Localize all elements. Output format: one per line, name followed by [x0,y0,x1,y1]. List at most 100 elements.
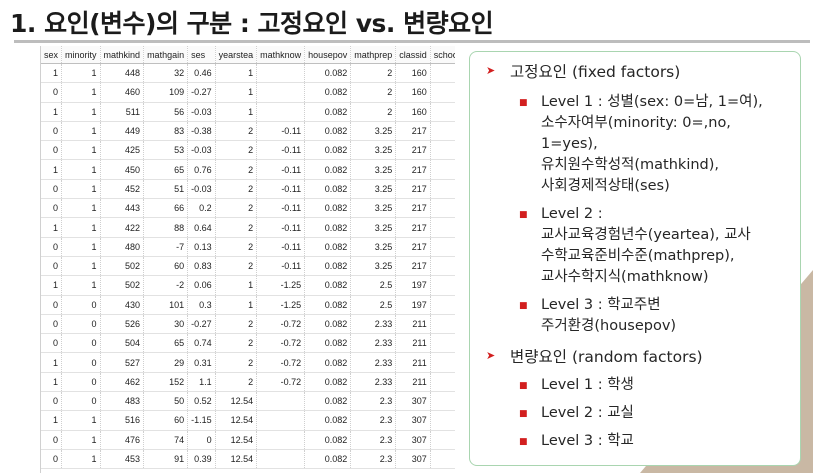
table-cell: 0 [41,256,63,277]
table-cell: 2 [215,179,258,200]
table-cell: 307 [395,449,431,470]
table-cell: 2.5 [350,275,397,296]
table-cell: 0.082 [304,179,352,200]
table-cell: -0.03 [187,140,216,161]
table-cell: 0.39 [187,449,216,470]
table-cell: 1 [430,179,455,200]
square-bullet-icon: ■ [519,409,528,419]
table-cell: 1 [41,159,63,180]
factor-description-panel: ➤ 고정요인 (fixed factors) ■ Level 1 : 성별(se… [469,51,801,466]
table-cell: 2 [215,121,258,142]
table-cell: 425 [100,140,145,161]
table-cell: 2.33 [350,352,397,373]
table-cell: 2 [215,159,258,180]
table-cell: 3.25 [350,140,397,161]
table-cell: 217 [395,179,431,200]
table-cell: 217 [395,198,431,219]
table-cell: 160 [395,82,431,103]
table-cell: 217 [395,121,431,142]
fixed-level2-line: 교사교육경험년수(yeartea), 교사 [541,227,751,243]
table-cell: 51 [143,179,189,200]
table-cell: 1 [430,198,455,219]
fixed-level3-line: Level 3 : 학교주변 [541,297,661,313]
column-header-mathkind: mathkind [100,46,145,64]
column-header-schoolid: schoolid [430,46,455,64]
table-cell: 476 [100,430,145,450]
table-cell: 0 [61,333,101,354]
table-cell: 1 [215,275,258,296]
column-header-ses: ses [187,46,216,64]
table-cell: 211 [395,314,431,335]
table-cell: 483 [100,391,145,412]
table-cell: 160 [395,102,431,122]
table-cell: 217 [395,237,431,257]
table-cell: 452 [100,179,145,200]
table-cell: 197 [395,275,431,296]
table-cell: 0 [41,237,63,257]
data-table: sex minority mathkind mathgain ses yearstea ma… [41,46,455,470]
table-cell: 88 [143,217,189,238]
table-cell: -0.11 [256,159,306,180]
table-cell: 2.33 [350,333,397,354]
table-cell: -2 [143,275,189,296]
table-cell: 0.74 [187,333,216,354]
table-cell: 32 [143,63,189,84]
table-cell: 1 [430,102,455,122]
table-cell: -0.11 [256,198,306,219]
table-cell: 217 [395,159,431,180]
table-cell: 443 [100,198,145,219]
table-cell [256,391,306,412]
table-cell: 2.3 [350,449,397,470]
table-cell: 1 [61,82,101,103]
table-cell: 526 [100,314,145,335]
column-header-classid: classid [395,46,431,64]
table-cell: 65 [143,159,189,180]
table-cell: 1 [430,121,455,142]
table-cell: 2 [430,372,455,393]
random-factors-heading-item: ➤ 변량요인 (random factors) [486,345,703,367]
table-cell: 1 [430,159,455,180]
table-cell: 12.54 [215,449,258,470]
random-level3-item: ■ Level 3 : 학교 [519,431,634,453]
fixed-level1-line: 1=yes), [541,136,598,152]
table-cell: 2 [215,333,258,354]
table-cell: 2.3 [350,430,397,450]
table-cell: 211 [395,333,431,354]
table-cell: 217 [395,256,431,277]
table-cell: 0.082 [304,102,352,122]
table-cell: 83 [143,121,189,142]
table-cell: 3.25 [350,256,397,277]
fixed-level2-line: 교사수학지식(mathknow) [541,269,709,285]
table-cell: 2.33 [350,372,397,393]
table-cell: 0.76 [187,159,216,180]
table-cell: 3.25 [350,237,397,257]
table-cell: 1 [61,410,101,431]
table-cell: 0 [41,391,63,412]
square-bullet-icon: ■ [519,381,528,391]
table-cell: 0.2 [187,198,216,219]
table-cell: 2 [215,256,258,277]
table-cell: 3.25 [350,198,397,219]
table-cell: 1 [41,352,63,373]
table-cell: 0.082 [304,140,352,161]
fixed-level3-line: 주거환경(housepov) [541,318,677,334]
table-cell: 0 [41,198,63,219]
table-cell: 53 [143,140,189,161]
table-cell: 56 [143,102,189,122]
square-bullet-icon: ■ [519,98,528,108]
table-cell: -0.11 [256,237,306,257]
table-cell: 0 [41,430,63,450]
table-cell: 2 [215,237,258,257]
table-cell: 2 [430,449,455,470]
table-cell: 2 [430,430,455,450]
table-cell: 1 [215,63,258,84]
column-header-yearstea: yearstea [215,46,258,64]
